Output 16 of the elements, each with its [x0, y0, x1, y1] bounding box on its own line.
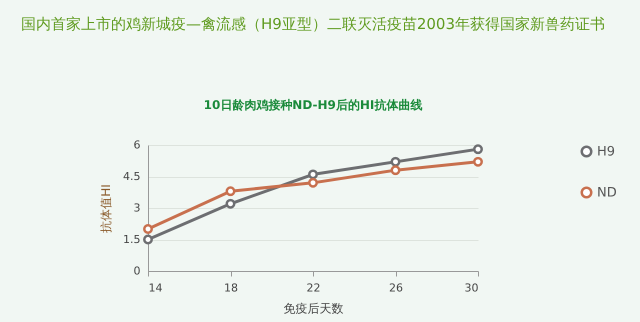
x-tick-label: 14	[148, 282, 162, 294]
x-tick-label: 22	[306, 282, 320, 294]
x-axis-title: 免疫后天数	[284, 302, 344, 316]
y-tick-label: 0	[134, 264, 140, 278]
y-tick-label: 3	[134, 202, 140, 214]
x-tick-label: 26	[389, 282, 403, 294]
x-tick-label: 18	[224, 282, 238, 294]
chart-title: 国内首家上市的鸡新城疫—禽流感（H9亚型）二联灭活疫苗2003年获得国家新兽药证书	[21, 15, 605, 33]
legend-label: H9	[597, 144, 616, 160]
x-tick-label: 30	[464, 282, 478, 294]
legend-label: ND	[597, 186, 617, 200]
y-axis-title: 抗体值HI	[99, 184, 114, 233]
y-tick-label: 6	[134, 138, 140, 152]
y-tick-label: 1.5	[123, 233, 140, 246]
y-tick-label: 4.5	[123, 170, 140, 183]
chart-subtitle: 10日龄肉鸡接种ND-H9后的HI抗体曲线	[204, 98, 422, 112]
